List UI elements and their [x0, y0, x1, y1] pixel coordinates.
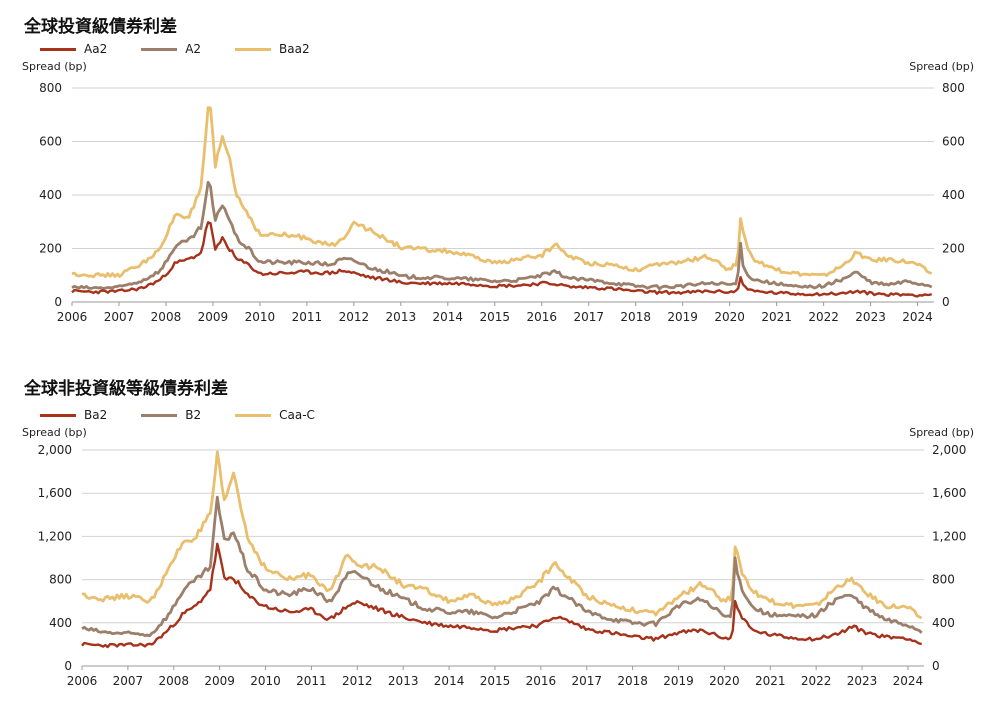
- legend-item-baa2: Baa2: [235, 42, 310, 56]
- legend-item-aa2: Aa2: [40, 42, 107, 56]
- y-tick-label-left: 600: [39, 135, 62, 149]
- x-tick-label: 2023: [855, 310, 886, 324]
- legend-label: B2: [185, 408, 202, 422]
- chart-panel-investment-grade: 全球投資級債券利差 Aa2 A2 Baa2 Spread (bp) Spread…: [0, 0, 1000, 335]
- series-line-b2: [81, 495, 923, 638]
- chart-panel-high-yield: 全球非投資級等級債券利差 Ba2 B2 Caa-C Spread (bp) Sp…: [0, 360, 1000, 717]
- x-tick-label: 2017: [573, 310, 604, 324]
- legend-label: Aa2: [84, 42, 108, 56]
- legend: Ba2 B2 Caa-C: [40, 408, 315, 422]
- legend-item-a2: A2: [141, 42, 201, 56]
- legend-swatch: [141, 413, 178, 417]
- x-tick-label: 2011: [292, 310, 323, 324]
- y-tick-label-left: 0: [64, 659, 72, 673]
- x-tick-label: 2012: [342, 674, 373, 688]
- x-tick-label: 2007: [104, 310, 135, 324]
- series-line-caa-c: [81, 450, 923, 620]
- x-tick-label: 2014: [433, 310, 464, 324]
- y-tick-label-left: 800: [39, 81, 62, 95]
- y-tick-label-left: 1,200: [38, 529, 72, 543]
- x-tick-label: 2018: [617, 674, 648, 688]
- legend-item-caa-c: Caa-C: [235, 408, 315, 422]
- x-tick-label: 2006: [67, 674, 98, 688]
- y-axis-title-left: Spread (bp): [22, 426, 87, 439]
- x-tick-label: 2022: [801, 674, 832, 688]
- y-tick-label-left: 400: [49, 616, 72, 630]
- series-line-ba2: [81, 542, 922, 649]
- y-tick-label-right: 800: [942, 81, 965, 95]
- x-tick-label: 2010: [245, 310, 276, 324]
- chart-plot-investment-grade: 0 0 200 200 400 400 600 600 800 800 2006 2007 2008 20…: [39, 81, 965, 324]
- legend-label: Caa-C: [279, 408, 315, 422]
- x-tick-label: 2010: [250, 674, 281, 688]
- x-tick-label: 2012: [339, 310, 370, 324]
- legend-swatch: [40, 413, 76, 417]
- x-tick-label: 2014: [434, 674, 465, 688]
- y-tick-label-right: 600: [942, 135, 965, 149]
- series-line-baa2: [71, 106, 933, 279]
- series-line-a2: [71, 180, 933, 291]
- legend-item-ba2: Ba2: [40, 408, 107, 422]
- y-tick-label-left: 0: [54, 295, 62, 309]
- x-tick-label: 2021: [761, 310, 792, 324]
- x-tick-label: 2008: [158, 674, 189, 688]
- legend-swatch: [235, 47, 272, 51]
- x-tick-label: 2023: [847, 674, 878, 688]
- y-tick-label-left: 800: [49, 573, 72, 587]
- x-tick-label: 2007: [113, 674, 144, 688]
- y-tick-label-right: 1,200: [932, 529, 966, 543]
- x-tick-label: 2020: [714, 310, 745, 324]
- legend-label: Baa2: [279, 42, 310, 56]
- x-tick-label: 2016: [526, 674, 557, 688]
- x-tick-label: 2011: [296, 674, 327, 688]
- x-tick-label: 2021: [755, 674, 786, 688]
- chart-title: 全球非投資級等級債券利差: [24, 379, 228, 399]
- x-tick-label: 2019: [663, 674, 694, 688]
- y-tick-label-right: 2,000: [932, 443, 966, 457]
- legend-label: Ba2: [84, 408, 108, 422]
- x-tick-label: 2013: [386, 310, 417, 324]
- x-tick-label: 2017: [571, 674, 602, 688]
- y-tick-label-right: 200: [942, 242, 965, 256]
- x-tick-label: 2008: [151, 310, 182, 324]
- x-tick-label: 2006: [57, 310, 88, 324]
- x-tick-label: 2022: [808, 310, 839, 324]
- y-tick-label-right: 800: [932, 573, 955, 587]
- y-axis-title-right: Spread (bp): [909, 60, 974, 73]
- y-tick-label-right: 400: [942, 188, 965, 202]
- chart-title: 全球投資級債券利差: [24, 17, 177, 37]
- x-tick-label: 2009: [204, 674, 235, 688]
- y-axis-title-right: Spread (bp): [909, 426, 974, 439]
- legend-label: A2: [185, 42, 202, 56]
- y-tick-label-left: 400: [39, 188, 62, 202]
- legend-swatch: [235, 413, 272, 417]
- x-tick-label: 2015: [480, 674, 511, 688]
- x-tick-label: 2013: [388, 674, 419, 688]
- x-tick-label: 2016: [526, 310, 557, 324]
- legend-item-b2: B2: [141, 408, 201, 422]
- y-tick-label-right: 1,600: [932, 486, 966, 500]
- legend: Aa2 A2 Baa2: [40, 42, 310, 56]
- y-tick-label-left: 200: [39, 242, 62, 256]
- y-tick-label-right: 400: [932, 616, 955, 630]
- x-tick-label: 2009: [198, 310, 229, 324]
- y-tick-label-left: 1,600: [38, 486, 72, 500]
- series-line-aa2: [71, 221, 933, 298]
- x-tick-label: 2020: [709, 674, 740, 688]
- legend-swatch: [141, 47, 178, 51]
- y-tick-label-left: 2,000: [38, 443, 72, 457]
- x-tick-label: 2024: [902, 310, 933, 324]
- x-tick-label: 2018: [620, 310, 651, 324]
- y-axis-title-left: Spread (bp): [22, 60, 87, 73]
- x-tick-label: 2015: [480, 310, 511, 324]
- chart-plot-high-yield: 0 0 400 400 800 800 1,200 1,200 1,600 1,600 2,000 2…: [38, 443, 967, 688]
- x-tick-label: 2019: [667, 310, 698, 324]
- y-tick-label-right: 0: [942, 295, 950, 309]
- x-tick-label: 2024: [893, 674, 924, 688]
- legend-swatch: [40, 47, 76, 51]
- y-tick-label-right: 0: [932, 659, 940, 673]
